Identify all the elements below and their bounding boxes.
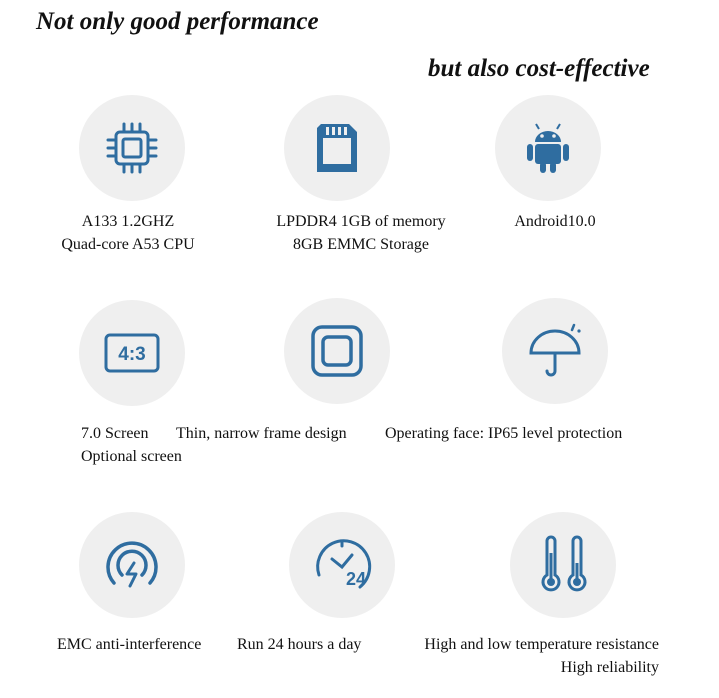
caption-emc: EMC anti-interference <box>57 633 201 656</box>
caption-memory: LPDDR4 1GB of memory 8GB EMMC Storage <box>246 210 476 256</box>
aspect-ratio-icon: 4:3 <box>79 300 185 406</box>
caption-line: LPDDR4 1GB of memory <box>276 213 446 230</box>
caption-screen: 7.0 Screen Optional screen <box>81 422 182 468</box>
caption-android: Android10.0 <box>480 210 630 233</box>
caption-ip65: Operating face: IP65 level protection <box>385 422 622 445</box>
caption-line: A133 1.2GHZ <box>81 213 175 230</box>
caption-line: Optional screen <box>81 448 182 465</box>
umbrella-icon <box>502 298 608 404</box>
headline-performance: Not only good performance <box>36 8 319 35</box>
aspect-ratio-label: 4:3 <box>118 344 145 365</box>
caption-line: Quad-core A53 CPU <box>61 236 195 253</box>
caption-frame: Thin, narrow frame design <box>176 422 347 445</box>
cpu-chip-icon <box>79 95 185 201</box>
caption-line: Run 24 hours a day <box>237 636 362 653</box>
caption-temperature: High and low temperature resistance High… <box>380 633 659 679</box>
thermometer-icon <box>510 512 616 618</box>
memory-card-icon <box>284 95 390 201</box>
caption-line: Android10.0 <box>514 213 596 230</box>
caption-line: 8GB EMMC Storage <box>293 236 429 253</box>
android-icon <box>495 95 601 201</box>
clock-24-icon: 24 <box>289 512 395 618</box>
caption-line: High reliability <box>560 659 659 676</box>
headline-cost-effective: but also cost-effective <box>428 55 650 82</box>
caption-line: High and low temperature resistance <box>424 636 659 653</box>
emc-shield-icon <box>79 512 185 618</box>
caption-24h: Run 24 hours a day <box>237 633 361 656</box>
narrow-frame-icon <box>284 298 390 404</box>
caption-line: Thin, narrow frame design <box>176 425 347 442</box>
caption-cpu: A133 1.2GHZ Quad-core A53 CPU <box>28 210 228 256</box>
caption-line: EMC anti-interference <box>57 636 202 653</box>
caption-line: Operating face: IP65 level protection <box>385 425 623 442</box>
clock-24-label: 24 <box>346 569 366 589</box>
caption-line: 7.0 Screen <box>81 425 149 442</box>
